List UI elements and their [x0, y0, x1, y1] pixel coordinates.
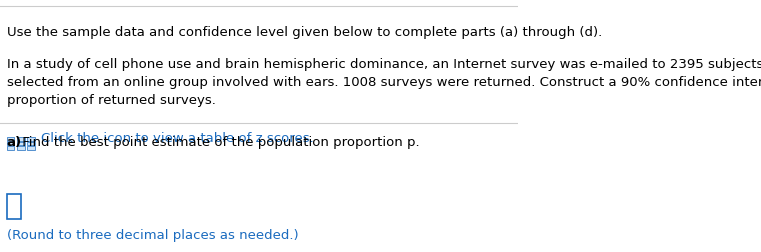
Text: In a study of cell phone use and brain hemispheric dominance, an Internet survey: In a study of cell phone use and brain h… — [7, 58, 761, 107]
Text: Use the sample data and confidence level given below to complete parts (a) throu: Use the sample data and confidence level… — [7, 26, 602, 40]
FancyBboxPatch shape — [7, 138, 14, 141]
FancyBboxPatch shape — [27, 138, 35, 141]
Text: Find the best point estimate of the population proportion p.: Find the best point estimate of the popu… — [18, 136, 420, 149]
Text: Click the icon to view a table of z scores.: Click the icon to view a table of z scor… — [41, 133, 314, 145]
FancyBboxPatch shape — [7, 142, 14, 145]
FancyBboxPatch shape — [27, 146, 35, 150]
FancyBboxPatch shape — [7, 194, 21, 219]
FancyBboxPatch shape — [7, 146, 14, 150]
FancyBboxPatch shape — [17, 142, 24, 145]
FancyBboxPatch shape — [17, 138, 24, 141]
FancyBboxPatch shape — [17, 146, 24, 150]
Text: (Round to three decimal places as needed.): (Round to three decimal places as needed… — [7, 229, 298, 242]
FancyBboxPatch shape — [27, 142, 35, 145]
Text: a): a) — [7, 136, 22, 149]
